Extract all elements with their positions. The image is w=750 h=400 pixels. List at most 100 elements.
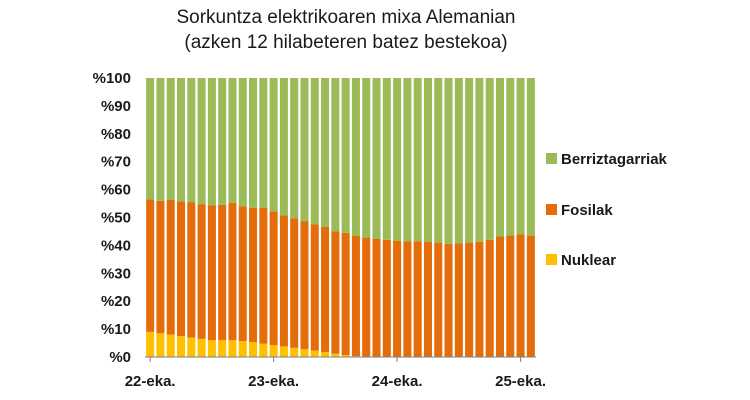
bar-segment-berriztagarriak	[197, 78, 206, 205]
bar-segment-fosilak	[372, 238, 381, 357]
bar-segment-fosilak	[516, 234, 525, 357]
bar-segment-berriztagarriak	[506, 78, 515, 236]
bar-segment-fosilak	[156, 200, 165, 334]
bar-segment-berriztagarriak	[423, 78, 432, 243]
legend: Berriztagarriak Fosilak Nuklear	[546, 151, 668, 269]
bar-segment-berriztagarriak	[465, 78, 474, 243]
bar-segment-fosilak	[475, 241, 484, 357]
bar-segment-fosilak	[331, 231, 340, 354]
bar-segment-fosilak	[351, 235, 360, 357]
bar-segment-berriztagarriak	[516, 78, 525, 235]
bar-segment-berriztagarriak	[526, 78, 535, 236]
bar-segment-berriztagarriak	[331, 78, 340, 232]
y-tick-label: %20	[101, 293, 131, 310]
bar-segment-berriztagarriak	[269, 78, 278, 212]
x-tick-label: 24-eka.	[372, 373, 423, 390]
bar-segment-fosilak	[146, 199, 155, 332]
bar-segment-fosilak	[341, 232, 350, 356]
bar-segment-berriztagarriak	[372, 78, 381, 239]
y-tick-label: %30	[101, 265, 131, 282]
bar-segment-fosilak	[423, 242, 432, 357]
y-tick-label: %60	[101, 182, 131, 199]
bar-segment-berriztagarriak	[362, 78, 371, 238]
bar-segment-nuklear	[218, 340, 227, 357]
legend-swatch-nuklear	[546, 254, 557, 265]
bar-segment-berriztagarriak	[238, 78, 247, 207]
legend-swatch-berriztagarriak	[546, 153, 557, 164]
x-tick-label: 22-eka.	[125, 373, 176, 390]
legend-label-berriztagarriak: Berriztagarriak	[561, 151, 668, 168]
bar-segment-berriztagarriak	[495, 78, 504, 237]
bar-segment-fosilak	[269, 211, 278, 345]
y-tick-label: %50	[101, 210, 131, 227]
bar-segment-berriztagarriak	[341, 78, 350, 233]
bar-segment-fosilak	[393, 240, 402, 357]
bar-segment-berriztagarriak	[393, 78, 402, 241]
bar-segment-fosilak	[465, 242, 474, 357]
bar-segment-nuklear	[341, 355, 350, 357]
x-tick-label: 23-eka.	[248, 373, 299, 390]
bar-segment-nuklear	[146, 331, 155, 357]
bar-segment-berriztagarriak	[146, 78, 155, 200]
bar-segment-fosilak	[187, 202, 196, 338]
bar-segment-berriztagarriak	[485, 78, 494, 240]
y-tick-label: %40	[101, 237, 131, 254]
legend-label-fosilak: Fosilak	[561, 202, 613, 219]
bar-segment-fosilak	[403, 241, 412, 357]
legend-swatch-fosilak	[546, 204, 557, 215]
bar-segment-berriztagarriak	[300, 78, 309, 222]
bar-segment-fosilak	[506, 235, 515, 357]
bar-segment-nuklear	[156, 333, 165, 357]
bar-segment-berriztagarriak	[321, 78, 330, 227]
bar-segment-fosilak	[279, 215, 288, 347]
bar-segment-fosilak	[228, 202, 237, 341]
bar-segment-fosilak	[290, 218, 299, 348]
bar-segment-nuklear	[187, 337, 196, 357]
bar-segment-berriztagarriak	[351, 78, 360, 236]
bar-segment-berriztagarriak	[156, 78, 165, 201]
bar-segment-nuklear	[300, 349, 309, 357]
bar-segment-berriztagarriak	[413, 78, 422, 242]
bar-segment-berriztagarriak	[454, 78, 463, 244]
bar-segment-fosilak	[434, 242, 443, 357]
bar-segment-nuklear	[207, 340, 216, 357]
bar-segment-nuklear	[228, 340, 237, 357]
bar-segment-berriztagarriak	[228, 78, 237, 203]
bar-segment-fosilak	[485, 239, 494, 357]
bar-segment-fosilak	[218, 204, 227, 341]
bar-segment-fosilak	[207, 205, 216, 341]
bar-segment-berriztagarriak	[187, 78, 196, 203]
x-tick-label: 25-eka.	[495, 373, 546, 390]
bars-group	[146, 78, 535, 357]
x-axis: 22-eka. 23-eka. 24-eka. 25-eka.	[125, 356, 546, 390]
bar-segment-fosilak	[382, 239, 391, 357]
bar-segment-nuklear	[279, 346, 288, 357]
bar-segment-fosilak	[413, 241, 422, 357]
bar-segment-nuklear	[290, 347, 299, 357]
bar-segment-berriztagarriak	[207, 78, 216, 206]
bar-segment-berriztagarriak	[177, 78, 186, 202]
chart-title-line-1: Sorkuntza elektrikoaren mixa Alemanian	[176, 7, 515, 28]
y-axis-ticks: %0 %10 %20 %30 %40 %50 %60 %70 %80 %90 %100	[93, 70, 131, 366]
bar-segment-nuklear	[331, 353, 340, 357]
bar-segment-berriztagarriak	[249, 78, 258, 208]
bar-segment-nuklear	[321, 351, 330, 357]
bar-segment-fosilak	[300, 221, 309, 350]
bar-segment-nuklear	[238, 341, 247, 357]
bar-segment-fosilak	[197, 204, 206, 339]
bar-segment-fosilak	[495, 236, 504, 357]
legend-label-nuklear: Nuklear	[561, 252, 616, 269]
y-tick-label: %80	[101, 126, 131, 143]
bar-segment-berriztagarriak	[475, 78, 484, 242]
bar-segment-berriztagarriak	[166, 78, 175, 200]
bar-segment-fosilak	[444, 243, 453, 357]
bar-segment-nuklear	[249, 342, 258, 357]
bar-segment-nuklear	[269, 345, 278, 357]
bar-segment-fosilak	[177, 201, 186, 337]
y-tick-label: %100	[93, 70, 131, 87]
bar-segment-nuklear	[166, 334, 175, 357]
bar-segment-fosilak	[310, 224, 319, 351]
bar-segment-nuklear	[310, 350, 319, 357]
bar-segment-fosilak	[259, 207, 268, 344]
